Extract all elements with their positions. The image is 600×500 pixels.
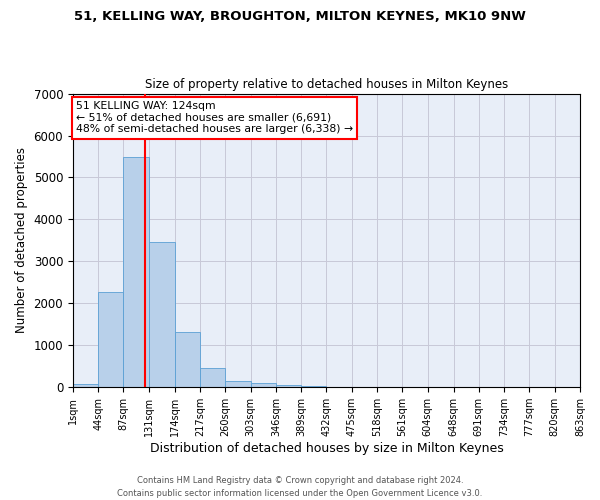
Y-axis label: Number of detached properties: Number of detached properties [15,148,28,334]
Title: Size of property relative to detached houses in Milton Keynes: Size of property relative to detached ho… [145,78,508,91]
Text: 51, KELLING WAY, BROUGHTON, MILTON KEYNES, MK10 9NW: 51, KELLING WAY, BROUGHTON, MILTON KEYNE… [74,10,526,23]
Bar [124,158,149,387]
Bar [251,384,276,387]
Text: 51 KELLING WAY: 124sqm
← 51% of detached houses are smaller (6,691)
48% of semi-: 51 KELLING WAY: 124sqm ← 51% of detached… [76,101,353,134]
Bar [301,386,326,387]
Bar [225,380,251,387]
Bar [175,332,200,387]
Bar [276,384,301,387]
Bar [200,368,225,387]
Bar [73,384,98,387]
Bar [98,292,124,387]
Text: Contains HM Land Registry data © Crown copyright and database right 2024.
Contai: Contains HM Land Registry data © Crown c… [118,476,482,498]
Bar [149,242,175,387]
X-axis label: Distribution of detached houses by size in Milton Keynes: Distribution of detached houses by size … [149,442,503,455]
